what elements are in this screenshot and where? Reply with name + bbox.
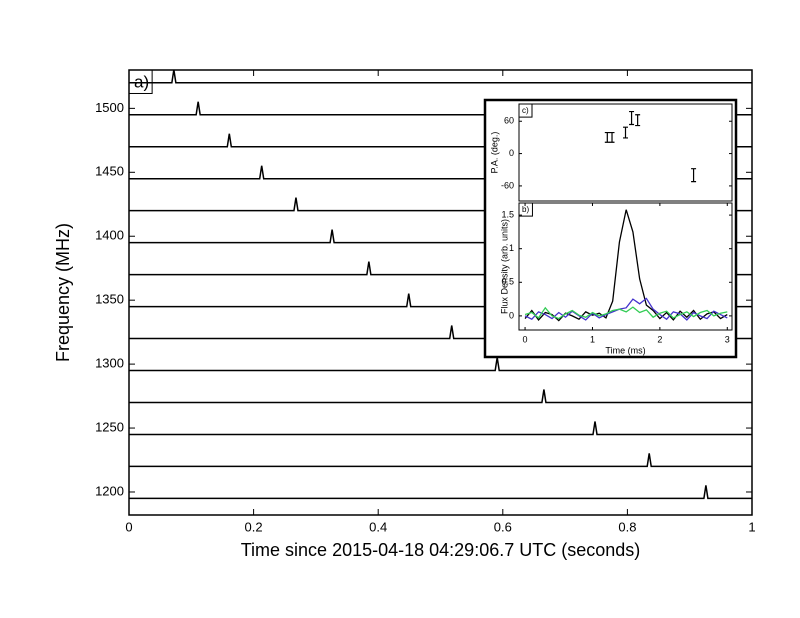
- plot-frame: [518, 103, 733, 202]
- y-tick-label: 60: [504, 116, 514, 126]
- trace: [129, 69, 752, 84]
- x-tick-label: 0: [523, 334, 528, 344]
- trace: [129, 389, 752, 404]
- inset-frame: [483, 98, 738, 359]
- x-tick-label: 0.8: [618, 519, 636, 534]
- y-tick-label: 1200: [95, 483, 124, 498]
- x-axis-label: Time (ms): [605, 345, 645, 355]
- y-tick-label: 1450: [95, 164, 124, 179]
- trace: [129, 229, 752, 244]
- error-bar: [635, 114, 641, 127]
- error-bar: [609, 131, 615, 143]
- panel-label-box: [518, 103, 533, 118]
- error-bar: [691, 168, 697, 183]
- trace: [129, 357, 752, 372]
- error-bar: [629, 110, 635, 126]
- trace: [129, 197, 752, 212]
- series-line: [524, 297, 728, 321]
- error-bar: [604, 131, 610, 143]
- x-tick-label: 0.6: [494, 519, 512, 534]
- series-line: [524, 306, 728, 320]
- panel-label: c): [522, 106, 529, 115]
- x-tick-label: 0: [125, 519, 132, 534]
- y-axis-label: P.A. (deg.): [489, 132, 499, 174]
- trace: [129, 485, 752, 500]
- y-axis-label: Flux Density (arb. units): [499, 219, 509, 314]
- y-tick-label: 1.5: [501, 209, 514, 219]
- panel-label: b): [522, 205, 529, 214]
- x-tick-label: 0.2: [245, 519, 263, 534]
- trace: [129, 421, 752, 436]
- y-tick-label: 1: [509, 243, 514, 253]
- y-tick-label: -60: [501, 180, 514, 190]
- y-tick-label: 1250: [95, 419, 124, 434]
- error-bar: [623, 126, 628, 139]
- y-tick-label: 1500: [95, 100, 124, 115]
- trace: [129, 453, 752, 468]
- panel-label-box: [518, 202, 533, 217]
- x-tick-label: 1: [590, 334, 595, 344]
- x-tick-label: 1: [748, 519, 755, 534]
- x-tick-label: 2: [657, 334, 662, 344]
- y-tick-label: 0: [509, 148, 514, 158]
- y-tick-label: 1350: [95, 292, 124, 307]
- trace: [129, 133, 752, 148]
- x-tick-label: 0.4: [369, 519, 387, 534]
- panel-label-box: [128, 69, 153, 94]
- y-tick-label: 0.5: [501, 277, 514, 287]
- x-axis-label: Time since 2015-04-18 04:29:06.7 UTC (se…: [241, 540, 641, 560]
- trace: [129, 101, 752, 116]
- x-tick-label: 3: [725, 334, 730, 344]
- series-line: [524, 209, 728, 322]
- panel-label: a): [134, 72, 149, 91]
- y-tick-label: 1300: [95, 356, 124, 371]
- y-axis-label: Frequency (MHz): [53, 223, 73, 362]
- plot-frame: [518, 202, 733, 331]
- plot-frame: [128, 69, 753, 516]
- y-tick-label: 1400: [95, 228, 124, 243]
- trace: [129, 165, 752, 180]
- y-tick-label: 0: [509, 310, 514, 320]
